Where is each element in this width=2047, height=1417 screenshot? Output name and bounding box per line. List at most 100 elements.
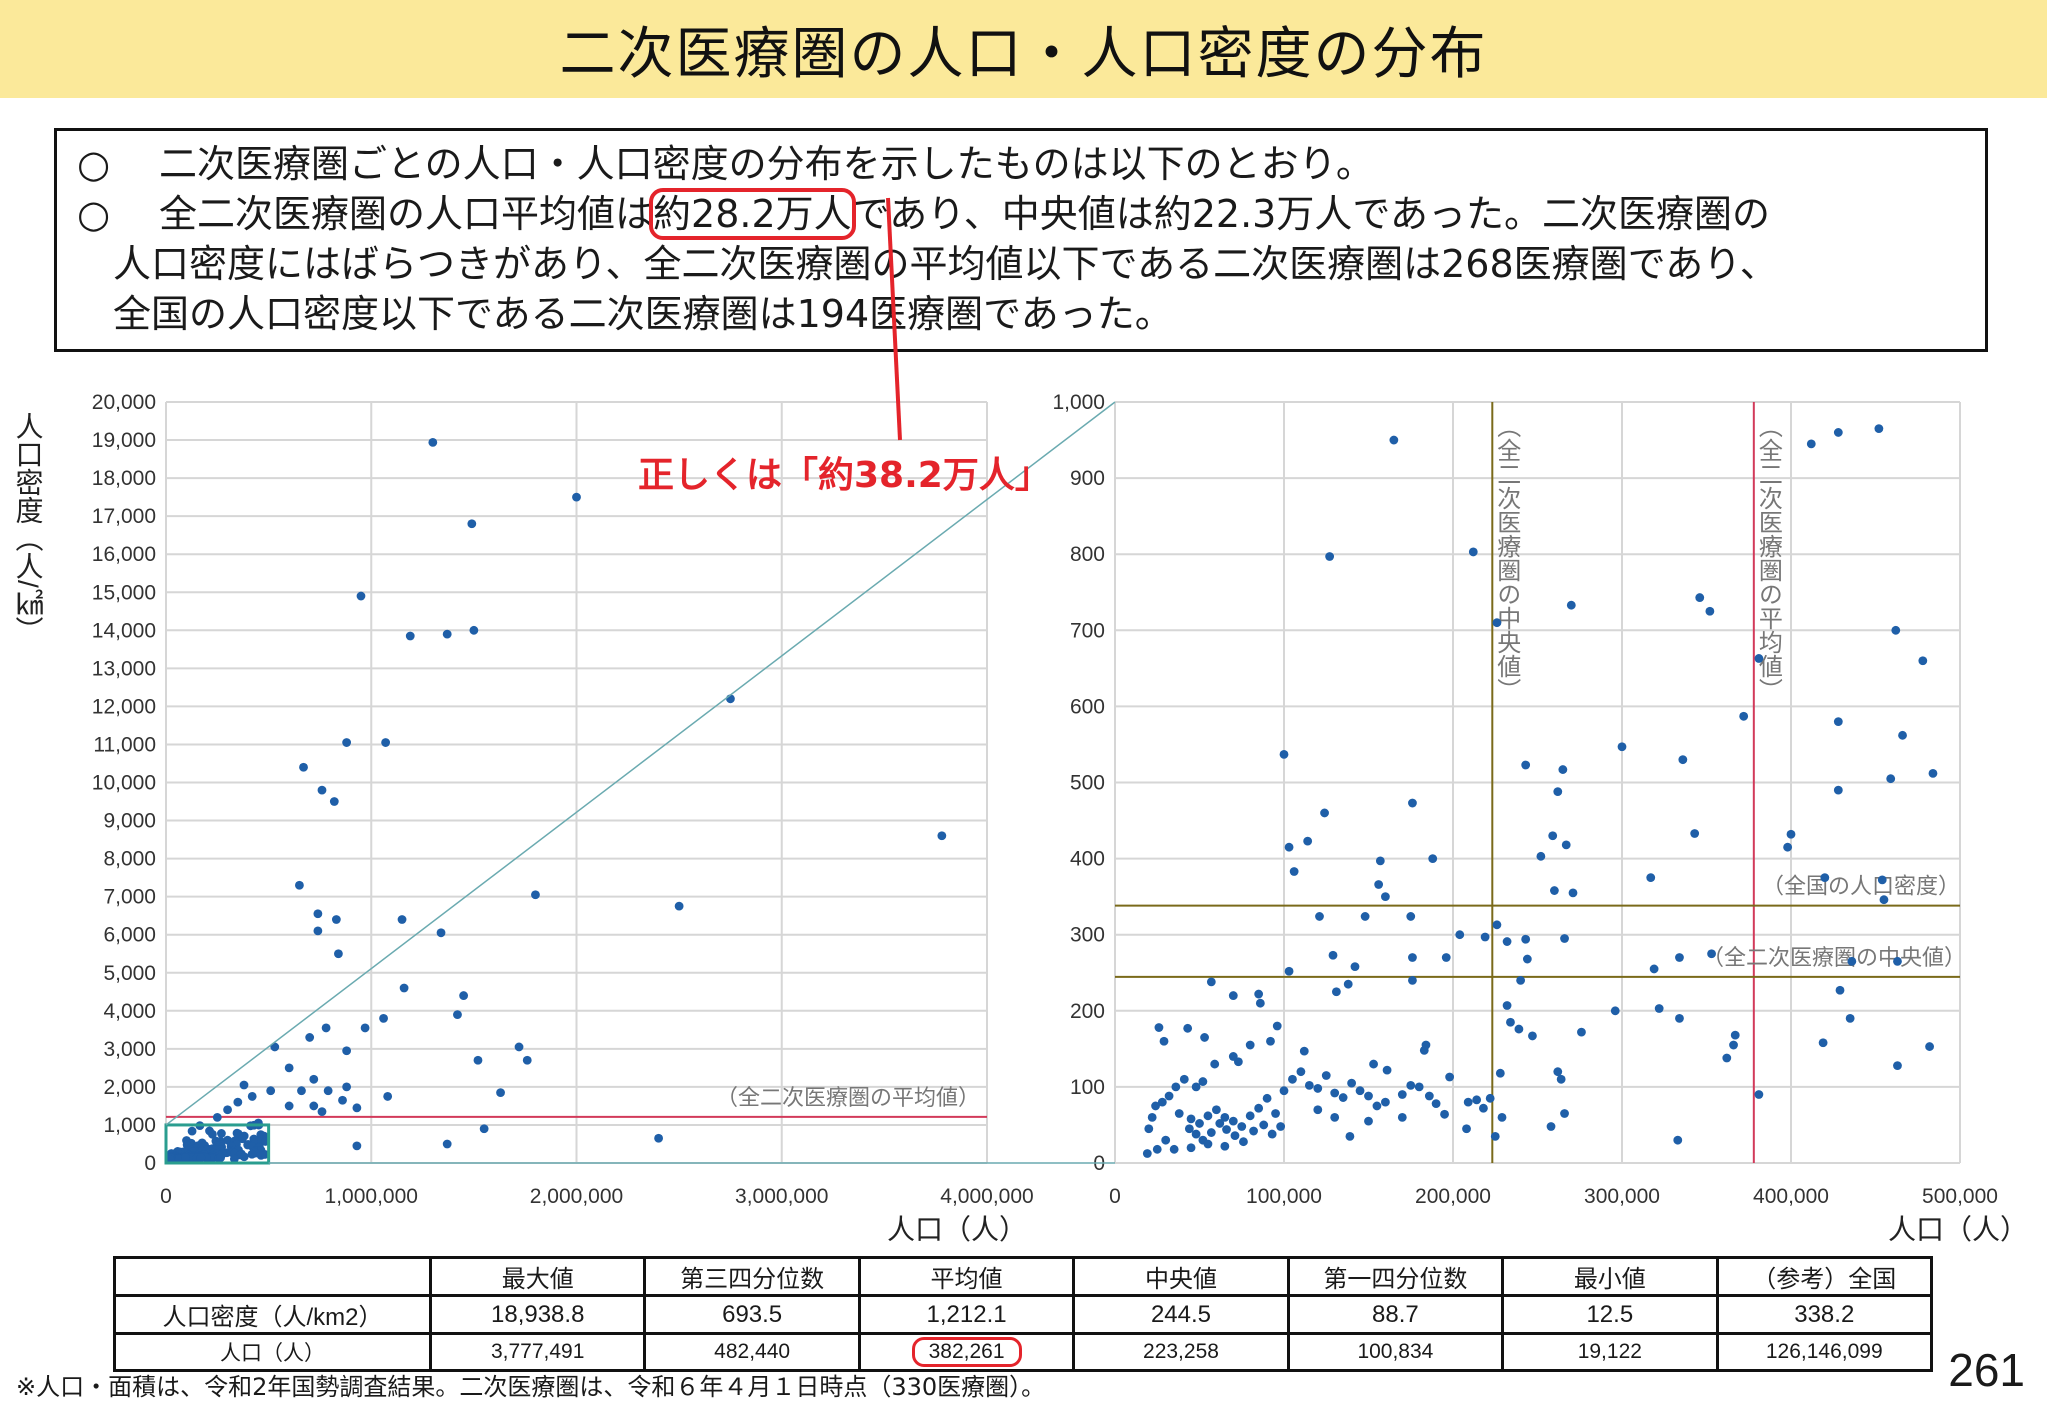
data-point — [442, 1139, 452, 1149]
data-point — [1408, 975, 1417, 985]
data-point — [1200, 1033, 1209, 1042]
data-point — [1673, 1135, 1683, 1145]
y-tick-label: 800 — [1070, 543, 1105, 566]
data-point — [1343, 979, 1353, 989]
data-point — [1276, 1122, 1286, 1131]
data-point — [1695, 593, 1705, 602]
x-tick-label: 0 — [1109, 1185, 1121, 1208]
data-point — [1313, 1105, 1323, 1115]
data-point — [1722, 1053, 1732, 1063]
data-point — [1783, 842, 1793, 852]
data-point — [284, 1101, 294, 1111]
data-point — [338, 1095, 347, 1105]
data-point — [1472, 1095, 1482, 1105]
data-point — [1375, 856, 1385, 866]
data-point — [1171, 1082, 1181, 1092]
data-point — [1536, 851, 1546, 861]
data-point — [1408, 953, 1417, 962]
y-tick-label: 0 — [144, 1152, 156, 1175]
data-point — [181, 1153, 190, 1163]
data-point — [247, 1149, 257, 1159]
data-point — [1516, 975, 1525, 985]
data-point — [1568, 888, 1578, 898]
y-tick-label: 1,000 — [103, 1114, 156, 1137]
data-point — [1566, 600, 1576, 610]
data-point — [1707, 949, 1716, 959]
data-point — [223, 1105, 232, 1115]
table-cell: 19,122 — [1501, 1332, 1719, 1372]
row-label: 人口（人） — [113, 1332, 432, 1372]
y-tick-label: 13,000 — [92, 657, 156, 680]
table-cell: 平均値 — [857, 1256, 1076, 1297]
x-axis-label: 人口（人） — [887, 1214, 1027, 1245]
data-point — [1215, 1119, 1225, 1128]
data-point — [1203, 1111, 1213, 1121]
data-point — [1259, 1120, 1269, 1130]
data-point — [1228, 1052, 1238, 1061]
data-point — [1222, 1125, 1231, 1134]
table-cell: 338.2 — [1715, 1294, 1934, 1335]
data-point — [309, 1074, 319, 1084]
data-point — [1364, 1116, 1373, 1126]
row-label: 人口密度（人/km2） — [113, 1294, 432, 1335]
table-cell: 693.5 — [643, 1294, 861, 1335]
y-tick-label: 700 — [1070, 619, 1105, 642]
data-point — [305, 1033, 315, 1042]
data-point — [299, 762, 308, 772]
data-point — [352, 1141, 362, 1151]
data-point — [531, 890, 540, 900]
data-point — [1154, 1023, 1164, 1032]
data-point — [1330, 1088, 1340, 1098]
data-point — [317, 1107, 327, 1117]
data-point — [1705, 606, 1715, 616]
data-point — [1289, 867, 1299, 876]
x-tick-label: 100,000 — [1246, 1185, 1322, 1208]
data-point — [331, 915, 341, 924]
data-point — [1186, 1143, 1196, 1153]
data-point — [1561, 840, 1571, 850]
y-tick-label: 900 — [1070, 467, 1105, 490]
data-point — [1331, 987, 1341, 997]
stats-header-row: 最大値 第三四分位数 平均値 中央値 第一四分位数 最小値 （参考）全国 — [113, 1256, 1934, 1297]
data-point — [1272, 1021, 1282, 1031]
data-point — [207, 1129, 217, 1139]
data-point — [352, 1103, 362, 1113]
data-point — [1239, 1137, 1248, 1147]
data-point — [1468, 547, 1478, 557]
data-point — [1195, 1119, 1204, 1128]
data-point — [1440, 1109, 1449, 1119]
data-point — [1230, 1131, 1240, 1141]
y-tick-label: 10,000 — [92, 772, 156, 795]
data-point — [334, 949, 343, 959]
data-point — [1879, 895, 1889, 905]
x-axis-label: 人口（人） — [1888, 1214, 2028, 1245]
x-tick-label: 2,000,000 — [530, 1185, 623, 1208]
data-point — [1847, 956, 1857, 966]
data-point — [187, 1126, 197, 1136]
data-point — [1928, 768, 1938, 778]
reference-line-label: （全二次医療圏の中央値） — [1702, 945, 1966, 970]
table-cell: 第三四分位数 — [643, 1256, 861, 1297]
data-point — [1381, 892, 1390, 902]
data-point — [1754, 654, 1764, 663]
data-point — [1164, 1091, 1174, 1101]
y-tick-label: 16,000 — [92, 543, 156, 566]
data-point — [1279, 749, 1289, 759]
stats-population-row: 人口（人） 3,777,491 482,440 382,261 223,258 100,8… — [113, 1332, 1934, 1372]
data-point — [1147, 1112, 1157, 1122]
data-point — [239, 1152, 249, 1162]
data-point — [1169, 1144, 1179, 1154]
reference-line-label: （全二次医療圏の平均値） — [1754, 414, 1782, 702]
data-point — [1266, 1036, 1275, 1046]
data-point — [284, 1063, 294, 1073]
data-point — [1198, 1077, 1208, 1086]
data-point — [239, 1080, 249, 1090]
data-point — [1558, 765, 1568, 774]
data-point — [467, 519, 477, 529]
data-point — [1874, 424, 1884, 434]
circled-mean-population: 382,261 — [911, 1337, 1022, 1367]
data-point — [1245, 1111, 1255, 1121]
data-point — [1296, 1067, 1306, 1077]
